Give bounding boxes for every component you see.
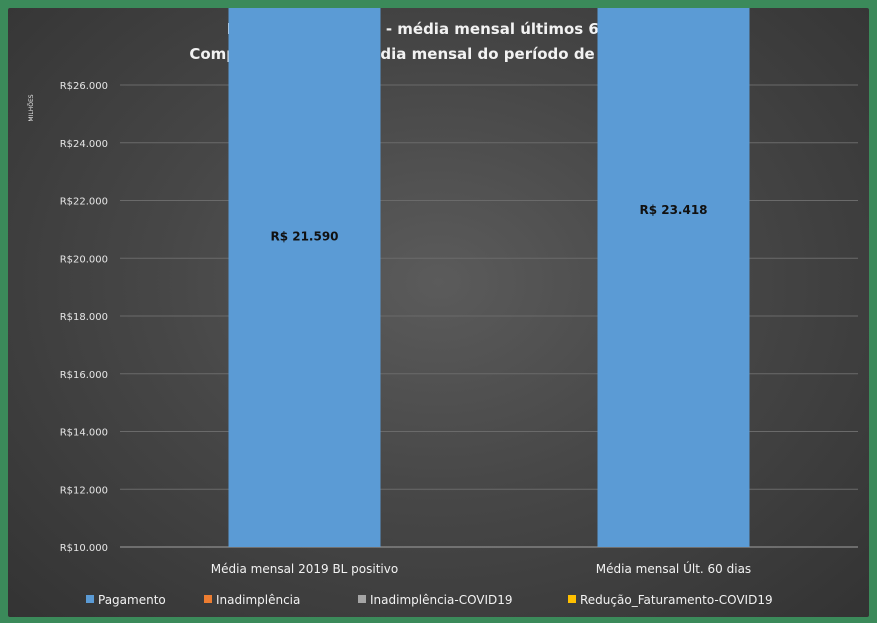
legend-swatch bbox=[204, 595, 212, 603]
legend-swatch bbox=[568, 595, 576, 603]
category-label: Média mensal 2019 BL positivo bbox=[211, 562, 398, 576]
y-tick-label: R$14.000 bbox=[60, 428, 108, 439]
y-tick-label: R$22.000 bbox=[60, 197, 108, 208]
data-label: R$ 23.418 bbox=[639, 203, 707, 217]
y-tick-label: R$10.000 bbox=[60, 543, 108, 554]
y-tick-label: R$18.000 bbox=[60, 312, 108, 323]
data-label: R$ 21.590 bbox=[270, 229, 338, 243]
y-tick-label: R$12.000 bbox=[60, 485, 108, 496]
bars bbox=[228, 8, 750, 548]
chart-svg: Impacto COVID-19 - média mensal últimos … bbox=[28, 8, 858, 607]
legend-swatch bbox=[358, 595, 366, 603]
legend-label: Redução_Faturamento-COVID19 bbox=[580, 593, 773, 607]
bar-segment bbox=[597, 8, 750, 548]
chart-area: Impacto COVID-19 - média mensal últimos … bbox=[8, 8, 869, 617]
y-tick-label: R$24.000 bbox=[60, 139, 108, 150]
legend-swatch bbox=[86, 595, 94, 603]
y-tick-label: R$20.000 bbox=[60, 254, 108, 265]
legend-label: Pagamento bbox=[98, 593, 166, 607]
y-axis-ticks: R$10.000 R$12.000 R$14.000 R$16.000 R$18.000… bbox=[60, 81, 108, 554]
y-axis-unit: MILHÕES bbox=[28, 94, 35, 121]
legend: Pagamento Inadimplência Inadimplência-COVI… bbox=[86, 593, 773, 607]
y-tick-label: R$16.000 bbox=[60, 370, 108, 381]
category-label: Média mensal Últ. 60 dias bbox=[596, 561, 751, 576]
legend-label: Inadimplência-COVID19 bbox=[370, 593, 513, 607]
y-tick-label: R$26.000 bbox=[60, 81, 108, 92]
legend-label: Inadimplência bbox=[216, 593, 300, 607]
bar-segment bbox=[228, 8, 381, 548]
category-labels: Média mensal 2019 BL positivo Média mensa… bbox=[211, 561, 751, 576]
